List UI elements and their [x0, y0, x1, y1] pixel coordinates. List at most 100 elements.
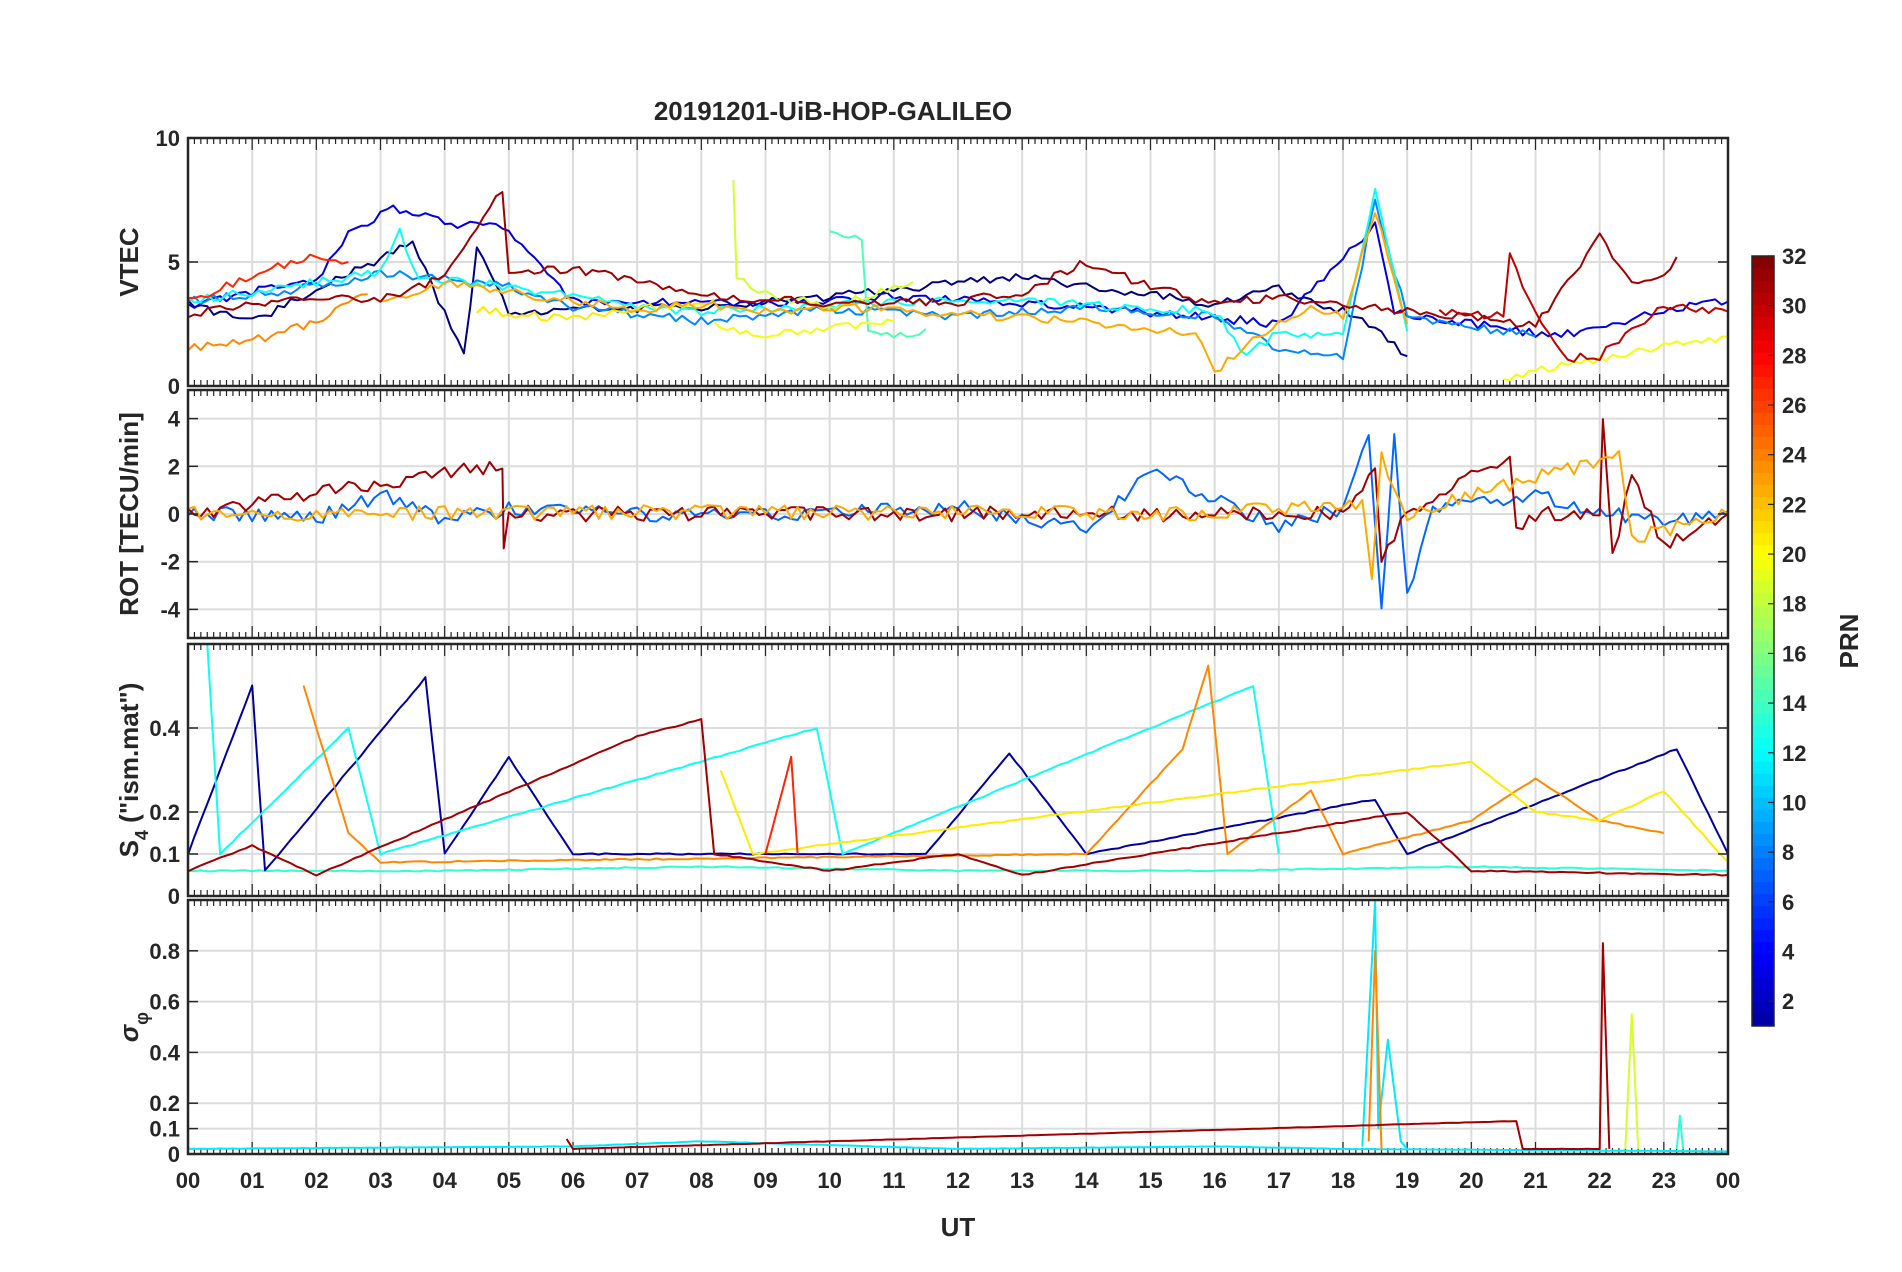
colorbar-frame: [1751, 255, 1775, 1027]
colorbar-band: [1752, 713, 1774, 726]
colorbar-band: [1752, 592, 1774, 606]
x-tick-label: 12: [946, 1168, 970, 1193]
colorbar-band: [1752, 604, 1774, 618]
colorbar-tick-label: 2: [1782, 989, 1794, 1014]
y-tick-label: 0.2: [149, 800, 180, 825]
colorbar-tick-label: 4: [1782, 939, 1795, 964]
series-line: [302, 664, 1665, 864]
x-tick-label: 20: [1459, 1168, 1483, 1193]
colorbar-band: [1752, 532, 1774, 546]
colorbar-band: [1752, 280, 1774, 293]
colorbar-band: [1752, 821, 1774, 834]
colorbar-band: [1752, 316, 1774, 329]
x-tick-label: 06: [561, 1168, 585, 1193]
x-tick-label: 15: [1138, 1168, 1162, 1193]
colorbar-tick-label: 8: [1782, 840, 1794, 865]
colorbar-band: [1752, 412, 1774, 425]
colorbar-tick-label: 14: [1782, 691, 1807, 716]
colorbar-band: [1752, 448, 1774, 462]
y-axis-label-rest: ("ism.mat"): [114, 683, 144, 830]
panel-vtec: 0 5 10 VTEC: [114, 126, 1730, 399]
y-tick-label: 0: [168, 884, 180, 909]
colorbar-tick-label: 6: [1782, 890, 1794, 915]
colorbar-band: [1752, 737, 1774, 750]
x-tick-label: 18: [1331, 1168, 1355, 1193]
y-tick-label: 0.8: [149, 939, 180, 964]
colorbar-band: [1752, 773, 1774, 786]
colorbar-band: [1752, 701, 1774, 714]
x-tick-label: 23: [1652, 1168, 1676, 1193]
series-line: [1438, 252, 1729, 363]
colorbar-band: [1752, 400, 1774, 413]
y-tick-label: 0.1: [149, 1117, 180, 1142]
series-line: [187, 191, 1678, 328]
y-tick-label: -2: [160, 550, 180, 575]
series-line: [1361, 899, 1408, 1150]
series-line: [476, 298, 715, 322]
minor-ticks: [187, 390, 1729, 638]
x-tick-label: 03: [368, 1168, 392, 1193]
colorbar-band: [1752, 965, 1774, 979]
colorbar-band: [1752, 292, 1774, 305]
colorbar-band: [1752, 544, 1774, 558]
series-line: [187, 240, 1408, 358]
colorbar-band: [1752, 352, 1774, 365]
x-tick-label: 09: [753, 1168, 777, 1193]
chart-title: 20191201-UiB-HOP-GALILEO: [654, 96, 1012, 126]
series-line: [829, 230, 927, 339]
colorbar-band: [1752, 496, 1774, 510]
x-tick-label: 00: [176, 1168, 200, 1193]
series-line: [206, 644, 1280, 856]
colorbar-tick-label: 26: [1782, 393, 1806, 418]
colorbar-band: [1752, 929, 1774, 943]
colorbar-tick-label: 30: [1782, 294, 1806, 319]
series-line: [187, 187, 1409, 356]
y-tick-label: -4: [160, 597, 180, 622]
colorbar-band: [1752, 508, 1774, 522]
y-axis-label: ROT [TECU/min]: [114, 412, 144, 616]
colorbar-band: [1752, 653, 1774, 666]
colorbar-band: [1752, 268, 1774, 281]
colorbar-tick-label: 20: [1782, 542, 1806, 567]
colorbar-band: [1752, 436, 1774, 449]
x-tick-label: 04: [432, 1168, 457, 1193]
y-tick-label: 0.1: [149, 842, 180, 867]
colorbar-band: [1752, 857, 1774, 871]
colorbar-band: [1752, 749, 1774, 762]
x-tick-label: 00: [1716, 1168, 1740, 1193]
colorbar-band: [1752, 761, 1774, 774]
colorbar-band: [1752, 785, 1774, 798]
y-axis-label-main: S: [114, 840, 144, 857]
series-line: [187, 450, 1729, 581]
series-line: [1675, 1114, 1685, 1149]
colorbar-band: [1752, 1001, 1774, 1015]
colorbar-band: [1752, 376, 1774, 389]
series-line: [187, 418, 1729, 563]
y-tick-label: 0: [168, 502, 180, 527]
colorbar-tick-label: 10: [1782, 790, 1806, 815]
colorbar-band: [1752, 328, 1774, 341]
colorbar-band: [1752, 484, 1774, 498]
colorbar-band: [1752, 977, 1774, 991]
x-axis-label: UT: [941, 1212, 976, 1242]
colorbar-band: [1752, 460, 1774, 474]
colorbar-band: [1752, 472, 1774, 486]
colorbar-band: [1752, 256, 1774, 269]
colorbar-tick-label: 32: [1782, 244, 1806, 269]
colorbar-band: [1752, 845, 1774, 859]
colorbar-tick-label: 22: [1782, 492, 1806, 517]
colorbar-band: [1752, 989, 1774, 1003]
panel-rot: -4 -2 0 2 4 ROT [TECU/min]: [114, 388, 1730, 640]
series-line: [187, 198, 1536, 361]
colorbar-band: [1752, 905, 1774, 919]
series-line: [187, 204, 1729, 338]
series-line: [764, 755, 799, 855]
x-tick-label: 11: [882, 1168, 905, 1193]
x-tick-label: 19: [1395, 1168, 1419, 1193]
colorbar-band: [1752, 1013, 1774, 1027]
series-line: [187, 293, 368, 352]
colorbar-band: [1752, 881, 1774, 895]
y-axis-label: σφ: [114, 1012, 152, 1042]
